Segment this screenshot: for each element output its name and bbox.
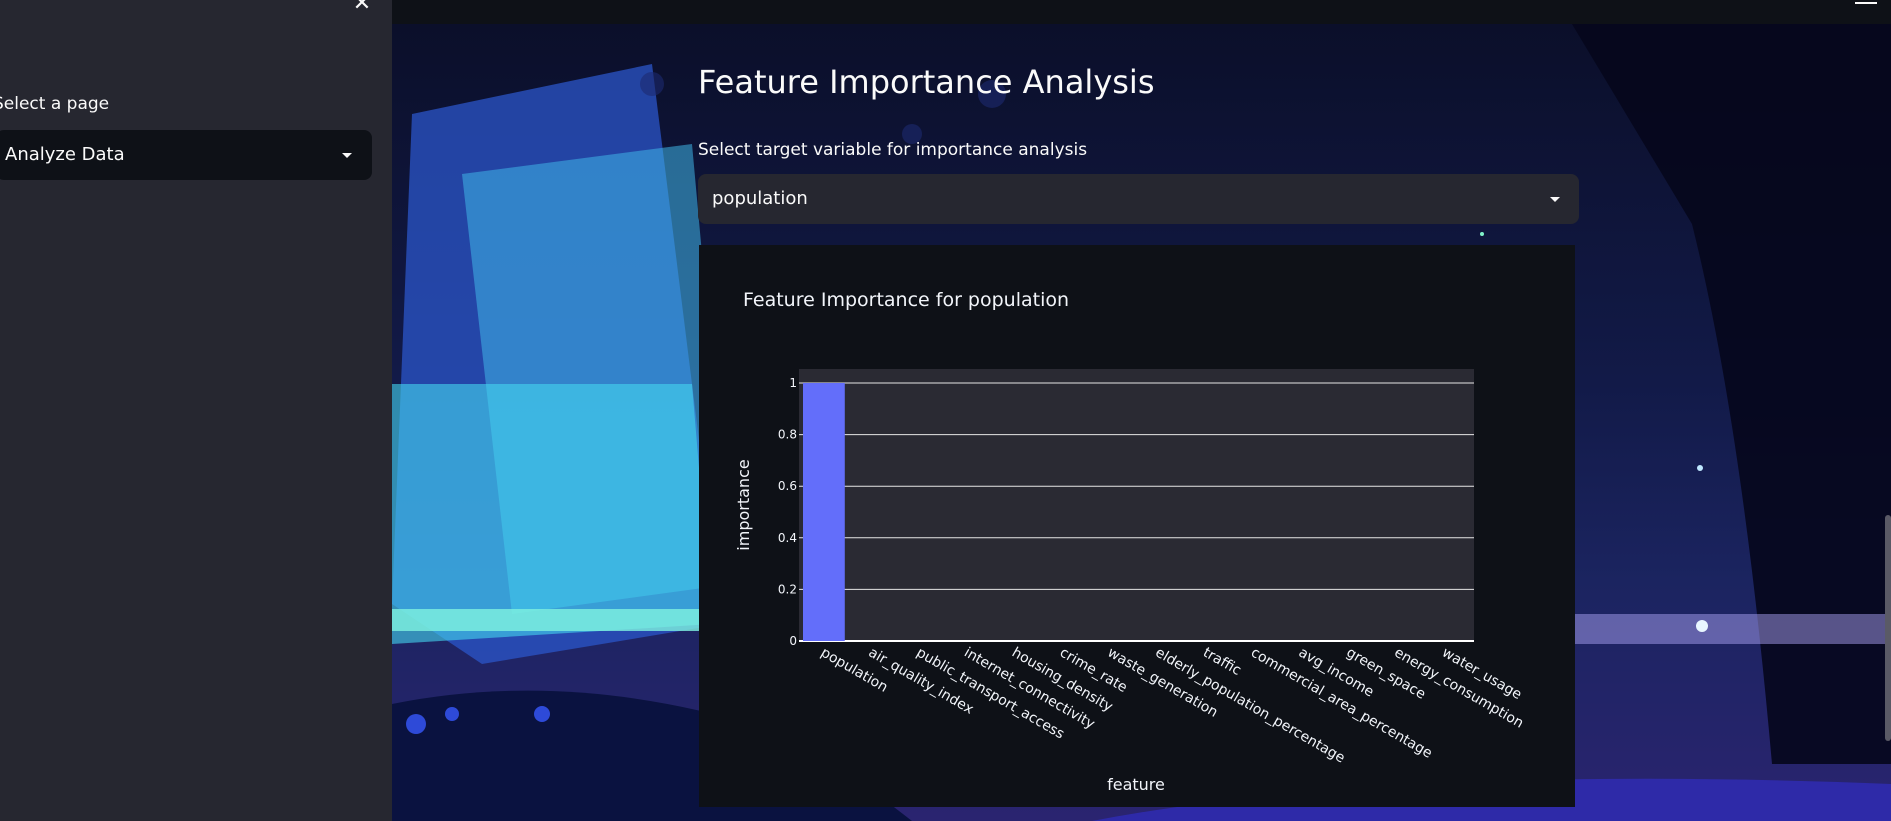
feature-importance-chart: Feature Importance for population 0 0.2 0.… [699,245,1575,807]
y-tick-label: 0 [789,634,797,648]
chart-title: Feature Importance for population [743,289,1070,311]
y-tick-label: 1 [789,376,797,390]
page-scrollbar[interactable] [1885,515,1891,741]
x-axis-title: feature [1107,775,1165,794]
x-tick-labels: populationair_quality_indexpublic_transp… [818,645,1526,767]
bars [803,383,845,641]
y-tick-label: 0.4 [778,531,797,545]
chart-svg: 0 0.2 0.4 0.6 0.8 1 populationair_quality_ind… [734,369,1526,794]
target-select-label: Select target variable for importance an… [698,140,1088,160]
y-tick-label: 0.2 [778,582,797,596]
y-tick-label: 0.6 [778,479,797,493]
page-select-value: Analyze Data [5,144,125,165]
close-icon[interactable]: ✕ [352,0,372,16]
y-tick-labels: 0 0.2 0.4 0.6 0.8 1 [778,376,797,648]
page-select[interactable]: Analyze Data [0,130,372,180]
page-title: Feature Importance Analysis [698,63,1155,101]
background-scene [392,24,1891,821]
top-header-bar [392,0,1891,24]
plot-area [799,369,1474,641]
bar [803,383,845,641]
caret-down-icon [342,153,352,158]
grid-lines [799,382,1474,642]
target-variable-select[interactable]: population [698,174,1579,224]
caret-down-icon [1550,197,1560,202]
sidebar: ✕ Select a page Analyze Data [0,0,392,821]
hamburger-menu-icon[interactable] [1855,0,1877,8]
y-axis-title: importance [734,459,753,550]
target-select-value: population [712,188,808,209]
page-select-label: Select a page [0,94,110,114]
y-tick-label: 0.8 [778,428,797,442]
